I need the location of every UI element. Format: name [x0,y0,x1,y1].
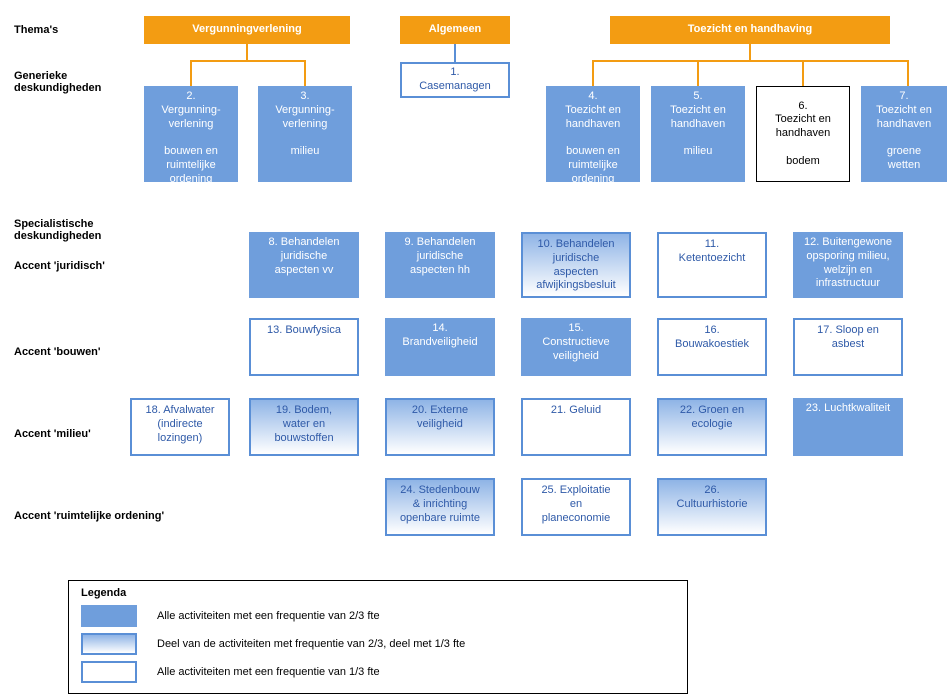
legend: Legenda Alle activiteiten met een frequen… [68,580,688,694]
row-label-accmil: Accent 'milieu' [14,428,91,440]
spec-box-s20: 20. Externeveiligheid [385,398,495,456]
generic-box-g1: 1.Casemanagen [400,62,510,98]
legend-swatch-solid [81,605,137,627]
row-label-gen: Generiekedeskundigheden [14,70,101,94]
generic-box-g5: 5.Toezicht enhandhaven milieu [651,86,745,182]
spec-box-s15: 15.Constructieveveiligheid [521,318,631,376]
spec-box-s25: 25. Exploitatieenplaneconomie [521,478,631,536]
legend-text-0: Alle activiteiten met een frequentie van… [157,610,380,622]
spec-box-s8: 8. Behandelenjuridischeaspecten vv [249,232,359,298]
theme-t-verg: Vergunningverlening [144,16,350,44]
legend-title: Legenda [81,587,675,599]
theme-t-th: Toezicht en handhaving [610,16,890,44]
row-label-accjur: Accent 'juridisch' [14,260,105,272]
generic-box-g7: 7.Toezicht enhandhaven groenewetten [861,86,947,182]
spec-box-s22: 22. Groen enecologie [657,398,767,456]
connector-0 [246,44,248,60]
generic-box-g3: 3.Vergunning-verlening milieu [258,86,352,182]
legend-row-0: Alle activiteiten met een frequentie van… [81,605,675,627]
spec-box-s21: 21. Geluid [521,398,631,456]
spec-box-s19: 19. Bodem,water enbouwstoffen [249,398,359,456]
connector-4 [454,44,456,62]
legend-row-1: Deel van de activiteiten met frequentie … [81,633,675,655]
spec-box-s18: 18. Afvalwater(indirectelozingen) [130,398,230,456]
legend-text-2: Alle activiteiten met een frequentie van… [157,666,380,678]
row-label-accro: Accent 'ruimtelijke ordening' [14,510,164,522]
spec-box-s10: 10. Behandelenjuridischeaspectenafwijkin… [521,232,631,298]
spec-box-s12: 12. Buitengewoneopsporing milieu,welzijn… [793,232,903,298]
generic-box-g4: 4.Toezicht enhandhaven bouwen enruimteli… [546,86,640,182]
connector-1 [190,60,306,62]
connector-5 [749,44,751,60]
spec-box-s24: 24. Stedenbouw& inrichtingopenbare ruimt… [385,478,495,536]
connector-8 [697,60,699,86]
connector-6 [592,60,908,62]
connector-9 [802,60,804,86]
spec-box-s9: 9. Behandelenjuridischeaspecten hh [385,232,495,298]
spec-box-s11: 11.Ketentoezicht [657,232,767,298]
generic-box-g2: 2.Vergunning-verlening bouwen enruimteli… [144,86,238,182]
theme-t-alg: Algemeen [400,16,510,44]
legend-swatch-outline [81,661,137,683]
spec-box-s13: 13. Bouwfysica [249,318,359,376]
connector-7 [592,60,594,86]
spec-box-s16: 16.Bouwakoestiek [657,318,767,376]
row-label-spec: Specialistischedeskundigheden [14,218,101,242]
spec-box-s17: 17. Sloop enasbest [793,318,903,376]
connector-3 [304,60,306,86]
row-label-accbouw: Accent 'bouwen' [14,346,101,358]
legend-text-1: Deel van de activiteiten met frequentie … [157,638,465,650]
legend-row-2: Alle activiteiten met een frequentie van… [81,661,675,683]
legend-swatch-gradient [81,633,137,655]
spec-box-s14: 14.Brandveiligheid [385,318,495,376]
row-label-thema: Thema's [14,24,58,36]
generic-box-g6: 6.Toezicht enhandhaven bodem [756,86,850,182]
spec-box-s23: 23. Luchtkwaliteit [793,398,903,456]
connector-2 [190,60,192,86]
spec-box-s26: 26.Cultuurhistorie [657,478,767,536]
connector-10 [907,60,909,86]
